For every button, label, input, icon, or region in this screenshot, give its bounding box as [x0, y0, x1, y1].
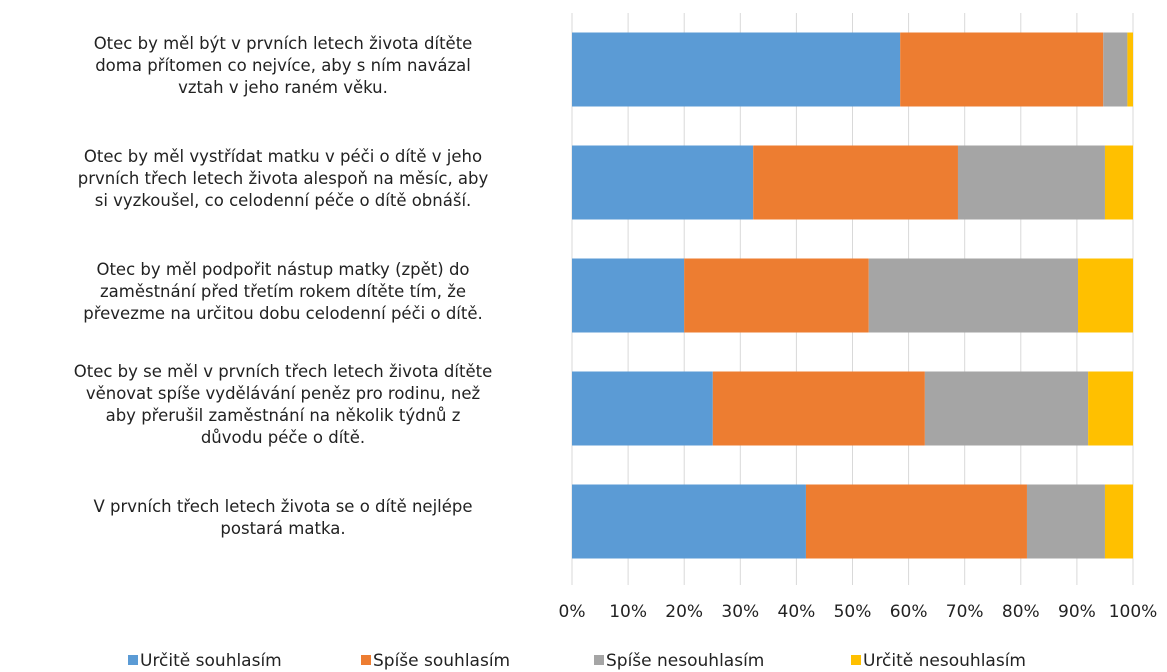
x-tick-label: 20%: [665, 602, 703, 622]
bar-segment: [1104, 484, 1133, 559]
bar-segment: [957, 145, 1105, 220]
bar-segment: [868, 258, 1079, 333]
bar-segment: [1104, 145, 1133, 220]
bar-segment: [1078, 258, 1133, 333]
bar-segment: [572, 32, 901, 107]
x-tick-label: 70%: [946, 602, 984, 622]
bar-segment: [712, 371, 925, 446]
x-tick-label: 80%: [1002, 602, 1040, 622]
x-tick-label: 60%: [890, 602, 928, 622]
bar-segment: [572, 371, 713, 446]
x-tick-label: 100%: [1109, 602, 1158, 622]
legend-label: Spíše nesouhlasím: [606, 651, 764, 671]
bar-segment: [572, 145, 754, 220]
category-label: Otec by se měl v prvních třech letech ži…: [73, 361, 493, 447]
legend-swatch: [128, 655, 138, 665]
bar-segment: [1103, 32, 1128, 107]
bar-segment: [753, 145, 958, 220]
legend-label: Určitě nesouhlasím: [863, 651, 1026, 671]
bar-segment: [924, 371, 1089, 446]
legend-label: Spíše souhlasím: [373, 651, 510, 671]
x-tick-label: 30%: [721, 602, 759, 622]
x-tick-label: 90%: [1058, 602, 1096, 622]
legend-swatch: [361, 655, 371, 665]
category-label: Otec by měl vystřídat matku v péči o dít…: [77, 146, 489, 210]
bar-segment: [805, 484, 1027, 559]
bar-segment: [684, 258, 869, 333]
legend-swatch: [594, 655, 604, 665]
category-label: Otec by měl podpořit nástup matky (zpět)…: [83, 259, 483, 323]
bar-segment: [1127, 32, 1133, 107]
legend-swatch: [851, 655, 861, 665]
category-label: V prvních třech letech života se o dítě …: [93, 496, 473, 538]
x-tick-label: 40%: [778, 602, 816, 622]
legend-label: Určitě souhlasím: [140, 651, 282, 671]
x-tick-label: 0%: [559, 602, 586, 622]
category-label: Otec by měl být v prvních letech života …: [93, 33, 473, 97]
bar-segment: [900, 32, 1104, 107]
x-tick-label: 10%: [609, 602, 647, 622]
bar-segment: [1026, 484, 1105, 559]
bar-segment: [1088, 371, 1133, 446]
bar-segment: [572, 258, 685, 333]
bar-segment: [572, 484, 806, 559]
x-tick-label: 50%: [834, 602, 872, 622]
